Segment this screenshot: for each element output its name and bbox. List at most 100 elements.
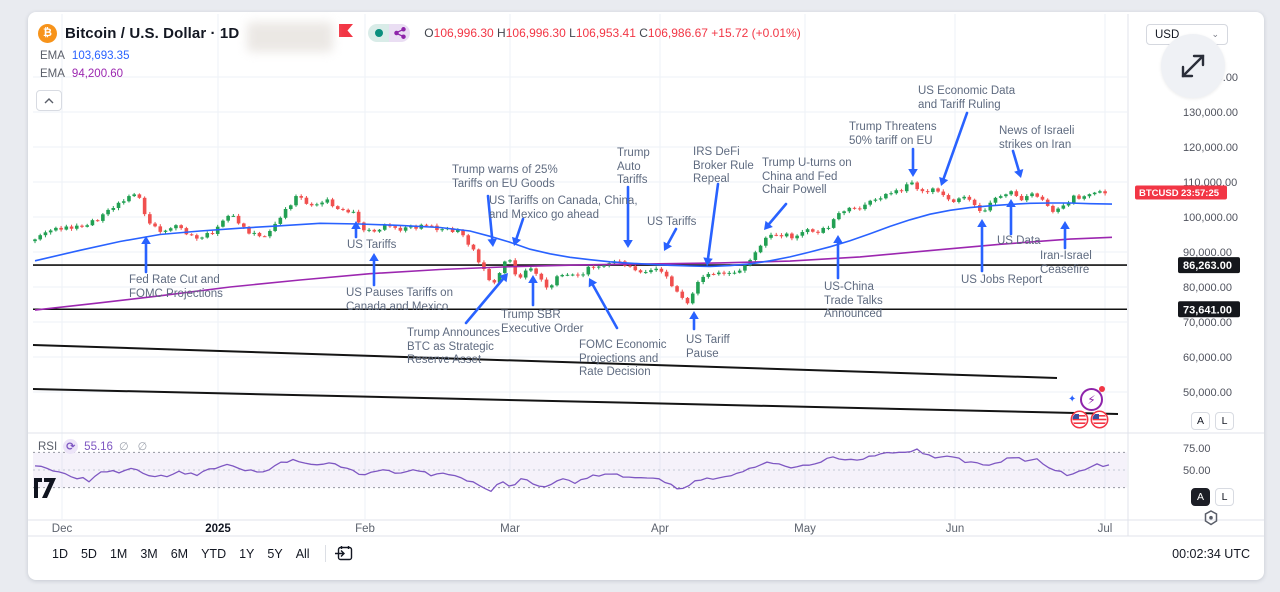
svg-text:86,263.00: 86,263.00	[1183, 260, 1232, 272]
note-trump-auto-tariffs[interactable]: Trump Auto Tariffs	[617, 147, 650, 186]
svg-text:50.00: 50.00	[1183, 465, 1211, 477]
chart-panel	[28, 12, 1264, 580]
range-1y[interactable]: 1Y	[233, 545, 260, 563]
rsi-hidden-icons[interactable]: ∅ ∅	[118, 441, 151, 453]
utc-clock[interactable]: 00:02:34 UTC	[1172, 546, 1250, 561]
notification-dot	[1099, 386, 1105, 392]
bottom-toolbar: 1D 5D 1M 3M 6M YTD 1Y 5Y All 00:02:34 UTC	[28, 537, 1264, 570]
range-ytd[interactable]: YTD	[195, 545, 232, 563]
note-trump-announces-btc[interactable]: Trump Announces BTC as Strategic Reserve…	[407, 327, 500, 366]
ema-slow-value: 94,200.60	[71, 68, 124, 80]
svg-text:Mar: Mar	[500, 523, 520, 535]
rsi-line	[34, 448, 1110, 493]
rsi-legend[interactable]: RSI ⟳ 55.16 ∅ ∅	[38, 439, 151, 454]
symbol-title[interactable]: Bitcoin / U.S. Dollar · 1D	[65, 24, 240, 42]
note-trump-threatens-50[interactable]: Trump Threatens 50% tariff on EU	[849, 121, 937, 147]
svg-text:May: May	[794, 523, 816, 535]
note-us-tariffs-feb[interactable]: US Tariffs	[347, 239, 397, 251]
us-economic-event-icons[interactable]	[1070, 410, 1109, 429]
range-all[interactable]: All	[290, 545, 316, 563]
status-dot-icon	[368, 24, 390, 42]
note-iran-israel-ceasefire[interactable]: Iran-Israel Ceasefire	[1040, 250, 1092, 276]
note-trump-warns-25[interactable]: Trump warns of 25% Tariffs on EU Goods	[452, 164, 558, 190]
price-line-label	[1178, 257, 1240, 274]
refresh-events-icon[interactable]: ⚡	[1080, 388, 1103, 411]
svg-text:Jul: Jul	[1098, 523, 1113, 535]
note-trump-uturns[interactable]: Trump U-turns on China and Fed Chair Pow…	[762, 157, 852, 196]
ohlc-readout: O106,996.30 H106,996.30 L106,953.41 C106…	[424, 26, 801, 40]
note-us-economic-data[interactable]: US Economic Data and Tariff Ruling	[918, 85, 1016, 111]
symbol-countdown-label[interactable]	[1135, 185, 1227, 200]
ema-fast-legend[interactable]: EMA 103,693.35	[40, 50, 130, 62]
note-trump-sbr-order[interactable]: Trump SBR Executive Order	[501, 309, 584, 335]
rsi-value: 55.16	[84, 440, 113, 453]
toolbar-divider	[324, 545, 326, 562]
tradingview-logo[interactable]	[33, 476, 63, 505]
trendline	[32, 388, 1119, 415]
note-fomc-projections[interactable]: FOMC Economic Projections and Rate Decis…	[579, 339, 667, 378]
symbol-legend: ₿ Bitcoin / U.S. Dollar · 1D O106,996.30…	[38, 22, 801, 52]
svg-text:Jun: Jun	[946, 523, 965, 535]
note-news-israeli-strikes[interactable]: News of Israeli strikes on Iran	[999, 125, 1075, 151]
svg-text:Apr: Apr	[651, 523, 669, 535]
range-1m[interactable]: 1M	[104, 545, 133, 563]
note-us-data[interactable]: US Data	[997, 235, 1041, 247]
svg-text:130,000.00: 130,000.00	[1183, 107, 1238, 119]
note-us-tariffs-apr[interactable]: US Tariffs	[647, 216, 697, 228]
rsi-log-scale-button[interactable]: L	[1215, 488, 1234, 506]
expand-chart-button[interactable]	[1161, 34, 1225, 98]
trendline	[32, 344, 1058, 379]
time-axis[interactable]: Dec 2025 Feb Mar Apr May Jun Jul	[52, 523, 1113, 535]
note-us-china-talks[interactable]: US-China Trade Talks Announced	[824, 281, 883, 320]
auto-scale-button[interactable]: A	[1191, 412, 1210, 430]
bookmark-flag-icon[interactable]	[339, 23, 354, 43]
rsi-scale-buttons: A L	[1191, 488, 1234, 506]
range-buttons: 1D 5D 1M 3M 6M YTD 1Y 5Y All	[46, 545, 317, 563]
svg-text:120,000.00: 120,000.00	[1183, 142, 1238, 154]
note-fed-rate-cut[interactable]: Fed Rate Cut and FOMC Projections	[129, 274, 223, 300]
rsi-loading-icon: ⟳	[63, 439, 79, 454]
us-flag-icon	[1090, 410, 1109, 429]
svg-text:2025: 2025	[205, 523, 231, 535]
svg-text:23:57:25: 23:57:25	[1181, 188, 1220, 199]
range-1d[interactable]: 1D	[46, 545, 74, 563]
svg-text:90,000.00: 90,000.00	[1183, 247, 1232, 259]
ema-fast-line	[34, 202, 1113, 268]
svg-text:80,000.00: 80,000.00	[1183, 282, 1232, 294]
go-to-date-icon[interactable]	[334, 545, 353, 562]
log-scale-button[interactable]: L	[1215, 412, 1234, 430]
ema-slow-legend[interactable]: EMA 94,200.60	[40, 68, 124, 80]
us-flag-icon	[1070, 410, 1089, 429]
annotation-arrows	[141, 111, 1070, 331]
range-3m[interactable]: 3M	[134, 545, 163, 563]
axis-settings-gear-icon[interactable]	[1202, 509, 1220, 532]
ema-slow-line	[34, 236, 1113, 311]
svg-text:Feb: Feb	[355, 523, 375, 535]
share-icon[interactable]	[389, 24, 411, 42]
note-irs-defi-repeal[interactable]: IRS DeFi Broker Rule Repeal	[693, 146, 754, 185]
note-us-tariffs-go-ahead[interactable]: US Tariffs on Canada, China, and Mexico …	[489, 195, 638, 221]
collapse-legend-button[interactable]	[36, 90, 62, 111]
range-5d[interactable]: 5D	[75, 545, 103, 563]
svg-text:50,000.00: 50,000.00	[1183, 387, 1232, 399]
chevron-down-icon: ⌄	[1211, 29, 1219, 39]
svg-text:Dec: Dec	[52, 523, 73, 535]
ema-fast-value: 103,693.35	[71, 50, 130, 62]
note-us-jobs-report[interactable]: US Jobs Report	[961, 274, 1043, 286]
svg-text:60,000.00: 60,000.00	[1183, 352, 1232, 364]
svg-text:73,641.00: 73,641.00	[1183, 304, 1232, 316]
price-line-label	[1178, 301, 1240, 318]
range-6m[interactable]: 6M	[165, 545, 194, 563]
rsi-auto-scale-button[interactable]: A	[1191, 488, 1210, 506]
note-us-pauses-tariffs[interactable]: US Pauses Tariffs on Canada and Mexico	[346, 287, 453, 313]
event-markers: ✦ ⚡	[1068, 386, 1122, 432]
range-5y[interactable]: 5Y	[261, 545, 288, 563]
svg-text:70,000.00: 70,000.00	[1183, 317, 1232, 329]
gridlines	[33, 14, 1127, 519]
note-us-tariff-pause[interactable]: US Tariff Pause	[686, 334, 730, 360]
status-share-pill[interactable]	[368, 24, 411, 42]
svg-text:BTCUSD: BTCUSD	[1139, 188, 1179, 199]
change-value: +15.72 (+0.01%)	[711, 26, 801, 40]
